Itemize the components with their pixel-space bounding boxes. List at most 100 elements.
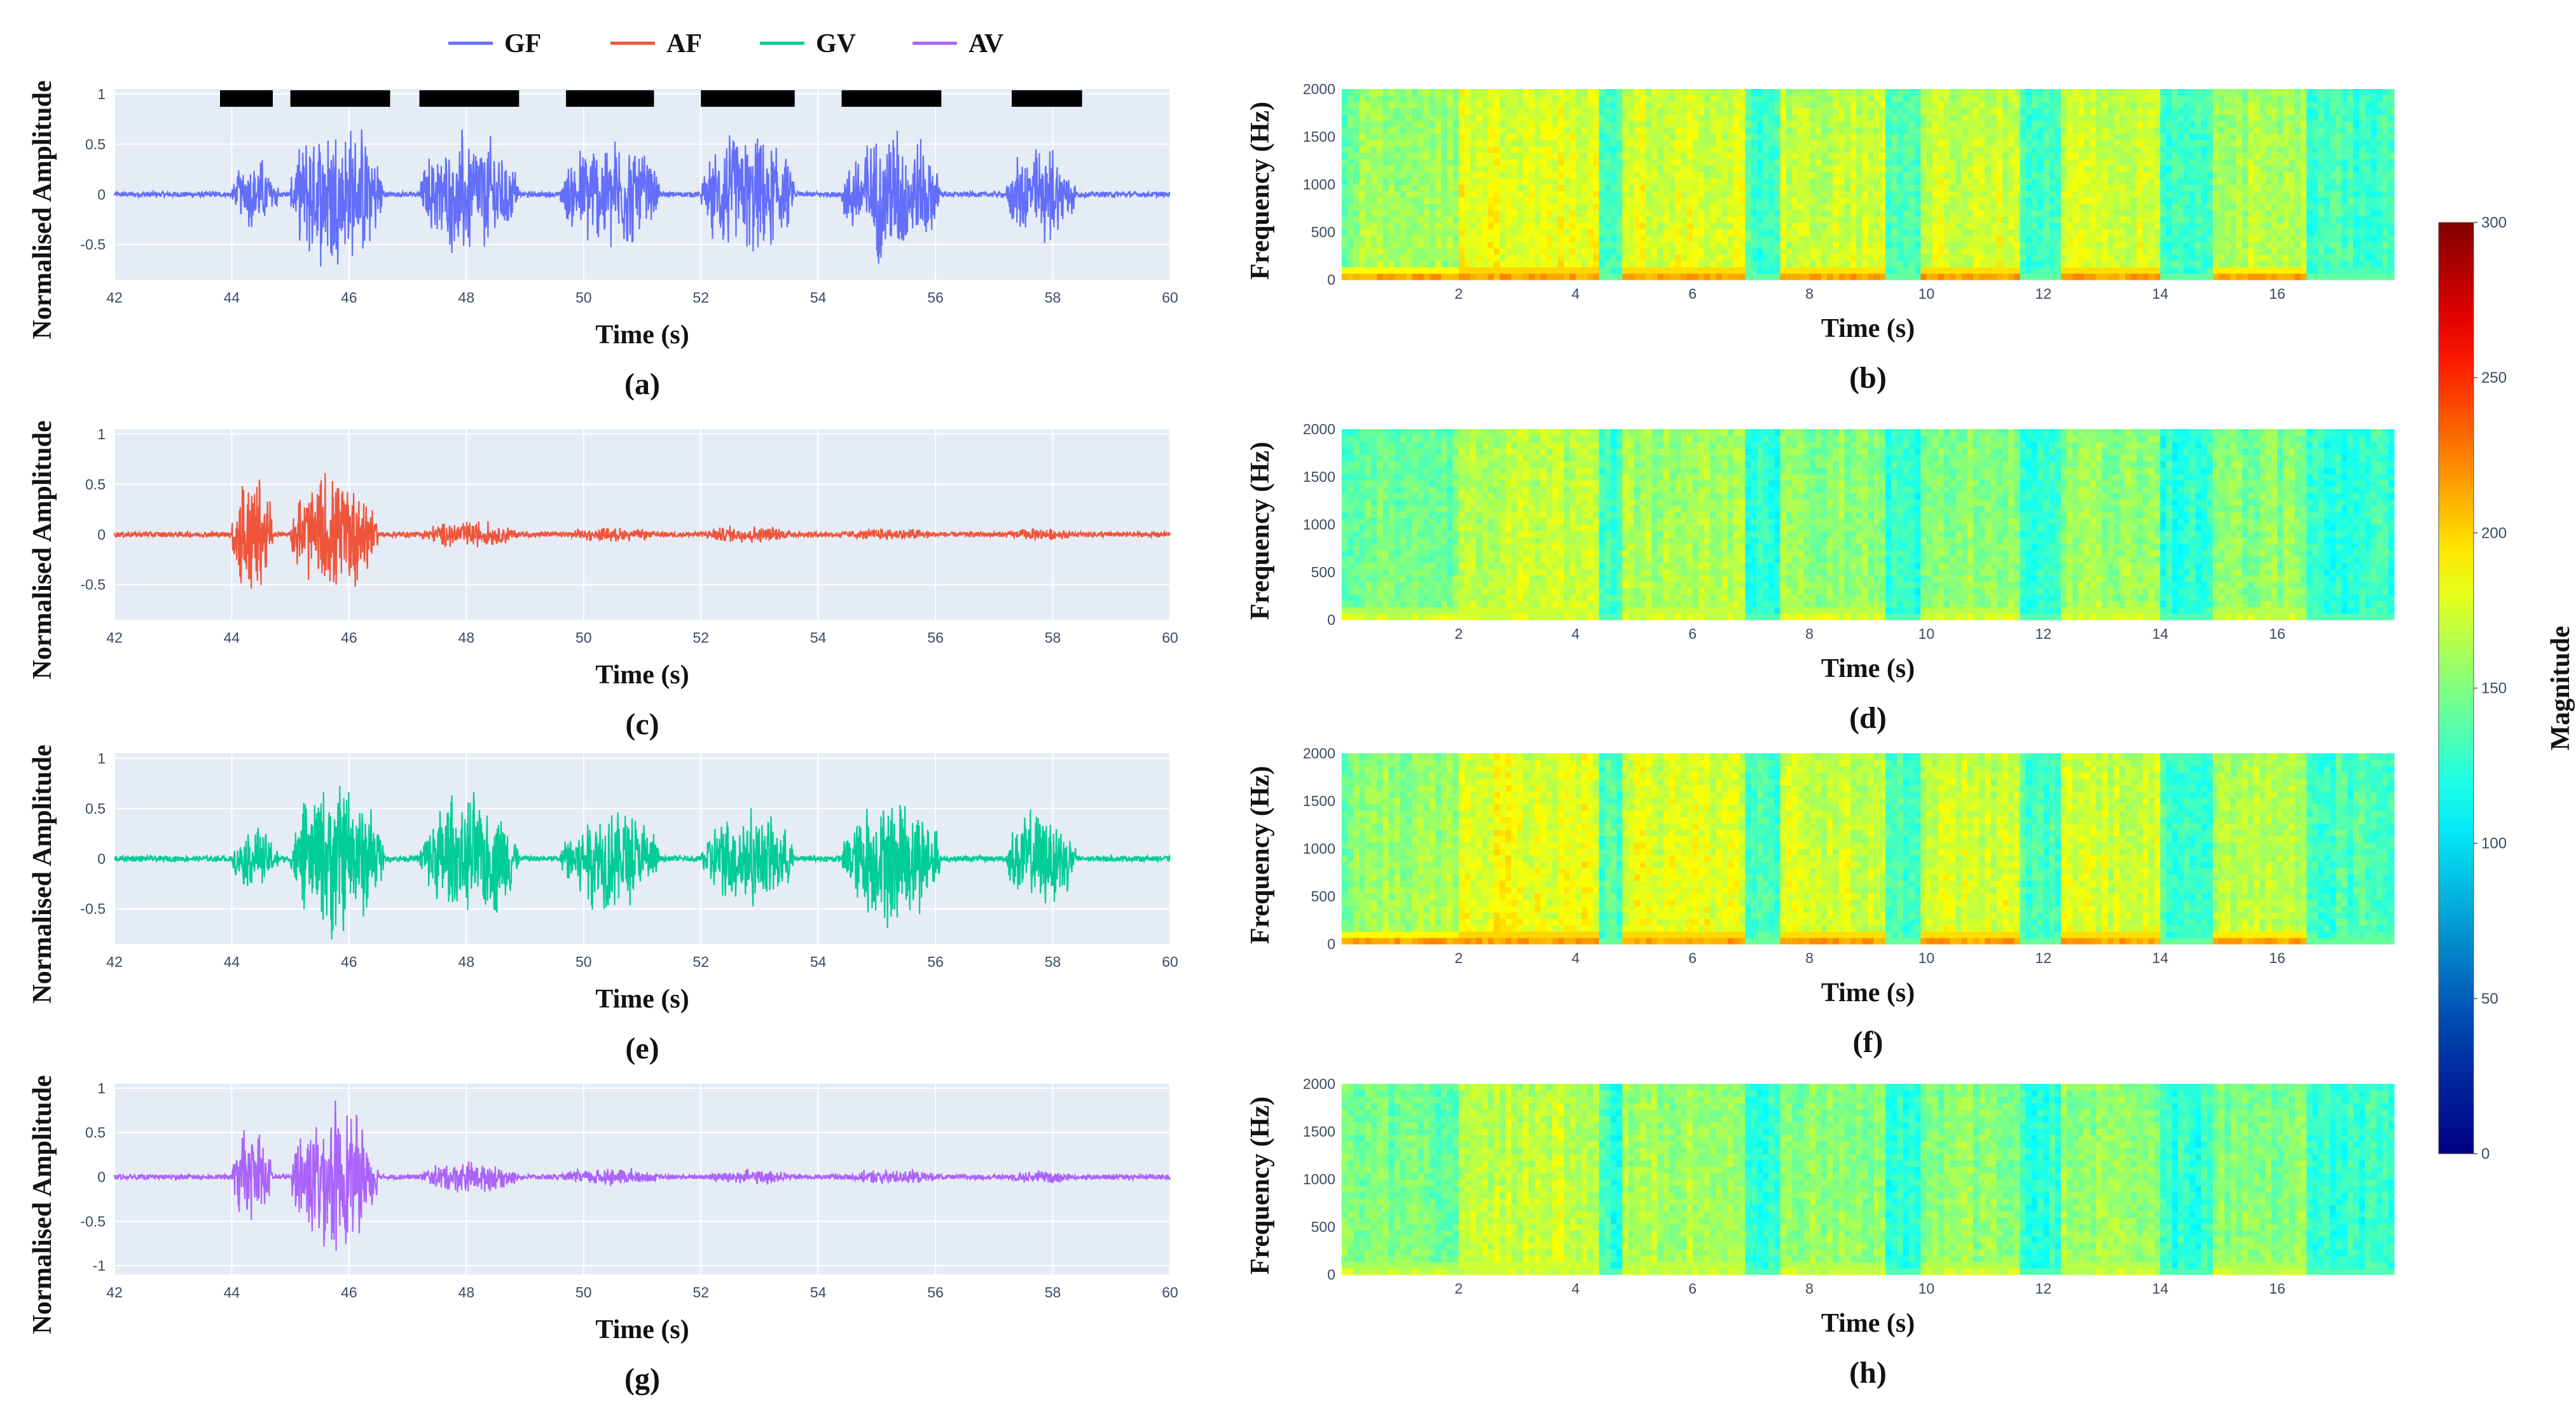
spectrogram-cell: [1359, 184, 1366, 191]
spectrogram-cell: [1417, 191, 1424, 198]
spectrogram-cell: [1599, 89, 1606, 96]
spectrogram-cell: [1768, 133, 1775, 140]
spectrogram-cell: [1838, 235, 1845, 242]
spectrogram-cell: [1569, 261, 1576, 268]
spectrogram-cell: [1371, 229, 1377, 236]
spectrogram-cell: [2055, 248, 2062, 255]
spectrogram-cell: [1815, 254, 1822, 261]
spectrogram-cell: [2166, 121, 2173, 128]
spectrogram-cell: [2142, 242, 2149, 249]
spectrogram-cell: [2020, 216, 2027, 223]
spectrogram-cell: [1967, 153, 1974, 160]
spectrogram-cell: [1458, 114, 1465, 121]
spectrogram-cell: [1727, 114, 1734, 121]
spectrogram-cell: [1850, 140, 1857, 147]
spectrogram-cell: [1932, 254, 1939, 261]
spectrogram-cell: [1868, 216, 1875, 223]
spectrogram-cell: [1844, 216, 1851, 223]
spectrogram-cell: [1961, 153, 1968, 160]
spectrogram-cell: [1739, 114, 1746, 121]
spectrogram-cell: [1973, 89, 1980, 96]
spectrogram-cell: [2248, 261, 2254, 268]
spectrogram-cell: [1622, 222, 1629, 229]
spectrogram-cell: [1505, 133, 1512, 140]
spectrogram-cell: [1868, 178, 1875, 185]
spectrogram-cell: [1359, 146, 1366, 153]
spectrogram-cell: [2037, 197, 2044, 204]
spectrogram-cell: [1599, 197, 1606, 204]
spectrogram-cell: [1798, 229, 1804, 236]
spectrogram-cell: [1394, 114, 1401, 121]
spectrogram-cell: [2224, 114, 2231, 121]
spectrogram-cell: [1523, 89, 1529, 96]
spectrogram-cell: [1897, 121, 1904, 128]
waveform-trace-gv: [114, 786, 1171, 940]
spectrogram-cell: [2148, 121, 2155, 128]
spectrogram-cell: [2084, 108, 2091, 115]
spectrogram-cell: [2025, 114, 2032, 121]
waveform-trace-av: [113, 1100, 1171, 1251]
spectrogram-cell: [2043, 178, 2050, 185]
spectrogram-cell: [1494, 273, 1500, 280]
spectrogram-cell: [1686, 273, 1693, 280]
spectrogram-cell: [2160, 114, 2166, 121]
spectrogram-cell: [1745, 159, 1752, 166]
spectrogram-cell: [1721, 222, 1728, 229]
spectrogram-cell: [1616, 273, 1623, 280]
spectrogram-cell: [1915, 216, 1921, 223]
spectrogram-cell: [1558, 216, 1564, 223]
spectrogram-cell: [2166, 203, 2173, 210]
spectrogram-cell: [1950, 165, 1956, 172]
spectrogram-cell: [2067, 178, 2073, 185]
spectrogram-cell: [1417, 108, 1424, 115]
spectrogram-cell: [1382, 248, 1389, 255]
spectrogram-cell: [1447, 178, 1454, 185]
spectrogram-cell: [2078, 172, 2085, 179]
spectrogram-cell: [1505, 108, 1512, 115]
spectrogram-cell: [1786, 178, 1793, 185]
spectrogram-cell: [1371, 242, 1377, 249]
spectrogram-cell: [2207, 108, 2214, 115]
spectrogram-cell: [1844, 165, 1851, 172]
spectrogram-cell: [2277, 273, 2283, 280]
spectrogram-cell: [2055, 235, 2062, 242]
spectrogram-cell: [1932, 108, 1939, 115]
spectrogram-cell: [1423, 102, 1430, 109]
spectrogram-cell: [1879, 102, 1886, 109]
spectrogram-cell: [1529, 172, 1535, 179]
spectrogram-cell: [1394, 172, 1401, 179]
spectrogram-cell: [1382, 235, 1389, 242]
spectrogram-cell: [1856, 267, 1863, 274]
spectrogram-cell: [1523, 140, 1529, 147]
spectrogram-cell: [1511, 133, 1518, 140]
spectrogram-cell: [2072, 222, 2079, 229]
spectrogram-cell: [1476, 248, 1483, 255]
spectrogram-cell: [1476, 146, 1483, 153]
spectrogram-cell: [1616, 197, 1623, 204]
spectrogram-cell: [2107, 172, 2114, 179]
spectrogram-cell: [1920, 178, 1927, 185]
spectrogram-cell: [1704, 229, 1711, 236]
spectrogram-cell: [1950, 203, 1956, 210]
spectrogram-cell: [1915, 222, 1921, 229]
spectrogram-cell: [1920, 235, 1927, 242]
spectrogram-cell: [1891, 229, 1898, 236]
spectrogram-cell: [1587, 197, 1594, 204]
spectrogram-cell: [2219, 133, 2225, 140]
spectrogram-cell: [1932, 114, 1939, 121]
spectrogram-cell: [1347, 273, 1354, 280]
spectrogram-cell: [2201, 102, 2208, 109]
spectrogram-cell: [1534, 153, 1541, 160]
spectrogram-cell: [1756, 114, 1763, 121]
spectrogram-cell: [2224, 89, 2231, 96]
spectrogram-cell: [1838, 102, 1845, 109]
spectrogram-cell: [2166, 229, 2173, 236]
spectrogram-cell: [1938, 140, 1945, 147]
spectrogram-cell: [1815, 235, 1822, 242]
spectrogram-cell: [1382, 89, 1389, 96]
spectrogram-cell: [1698, 216, 1705, 223]
spectrogram-cell: [1903, 102, 1910, 109]
spectrogram-cell: [1523, 108, 1529, 115]
spectrogram-cell: [1628, 184, 1635, 191]
